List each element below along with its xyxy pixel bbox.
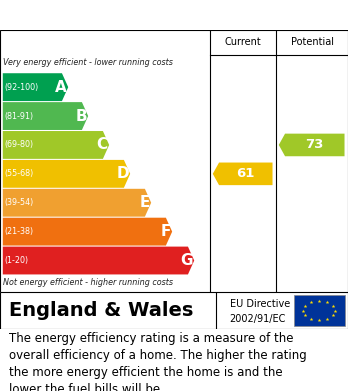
- Text: D: D: [116, 166, 129, 181]
- Polygon shape: [279, 134, 345, 156]
- Text: 73: 73: [306, 138, 324, 151]
- Polygon shape: [3, 102, 88, 130]
- Text: EU Directive: EU Directive: [230, 299, 290, 309]
- Text: G: G: [180, 253, 193, 268]
- Polygon shape: [3, 247, 194, 274]
- Text: Very energy efficient - lower running costs: Very energy efficient - lower running co…: [3, 57, 173, 66]
- Text: B: B: [75, 109, 87, 124]
- Polygon shape: [213, 163, 272, 185]
- Text: E: E: [140, 195, 150, 210]
- Text: C: C: [97, 138, 108, 152]
- Text: Potential: Potential: [291, 38, 333, 47]
- Text: 61: 61: [237, 167, 255, 180]
- Bar: [294, 295, 345, 326]
- Polygon shape: [3, 160, 130, 188]
- Text: (92-100): (92-100): [5, 83, 39, 91]
- Text: Current: Current: [224, 38, 261, 47]
- Text: (21-38): (21-38): [5, 227, 34, 236]
- Polygon shape: [3, 73, 68, 101]
- Text: The energy efficiency rating is a measure of the
overall efficiency of a home. T: The energy efficiency rating is a measur…: [9, 332, 307, 391]
- Text: F: F: [160, 224, 171, 239]
- Polygon shape: [3, 218, 172, 246]
- Text: (81-91): (81-91): [5, 111, 34, 120]
- Text: A: A: [55, 80, 67, 95]
- Text: Energy Efficiency Rating: Energy Efficiency Rating: [9, 7, 205, 23]
- Text: (69-80): (69-80): [5, 140, 34, 149]
- Text: (1-20): (1-20): [5, 256, 29, 265]
- Text: Not energy efficient - higher running costs: Not energy efficient - higher running co…: [3, 278, 174, 287]
- Polygon shape: [3, 189, 151, 217]
- Text: (39-54): (39-54): [5, 198, 34, 207]
- Text: England & Wales: England & Wales: [9, 301, 193, 320]
- Text: (55-68): (55-68): [5, 169, 34, 178]
- Text: 2002/91/EC: 2002/91/EC: [230, 314, 286, 324]
- Polygon shape: [3, 131, 109, 159]
